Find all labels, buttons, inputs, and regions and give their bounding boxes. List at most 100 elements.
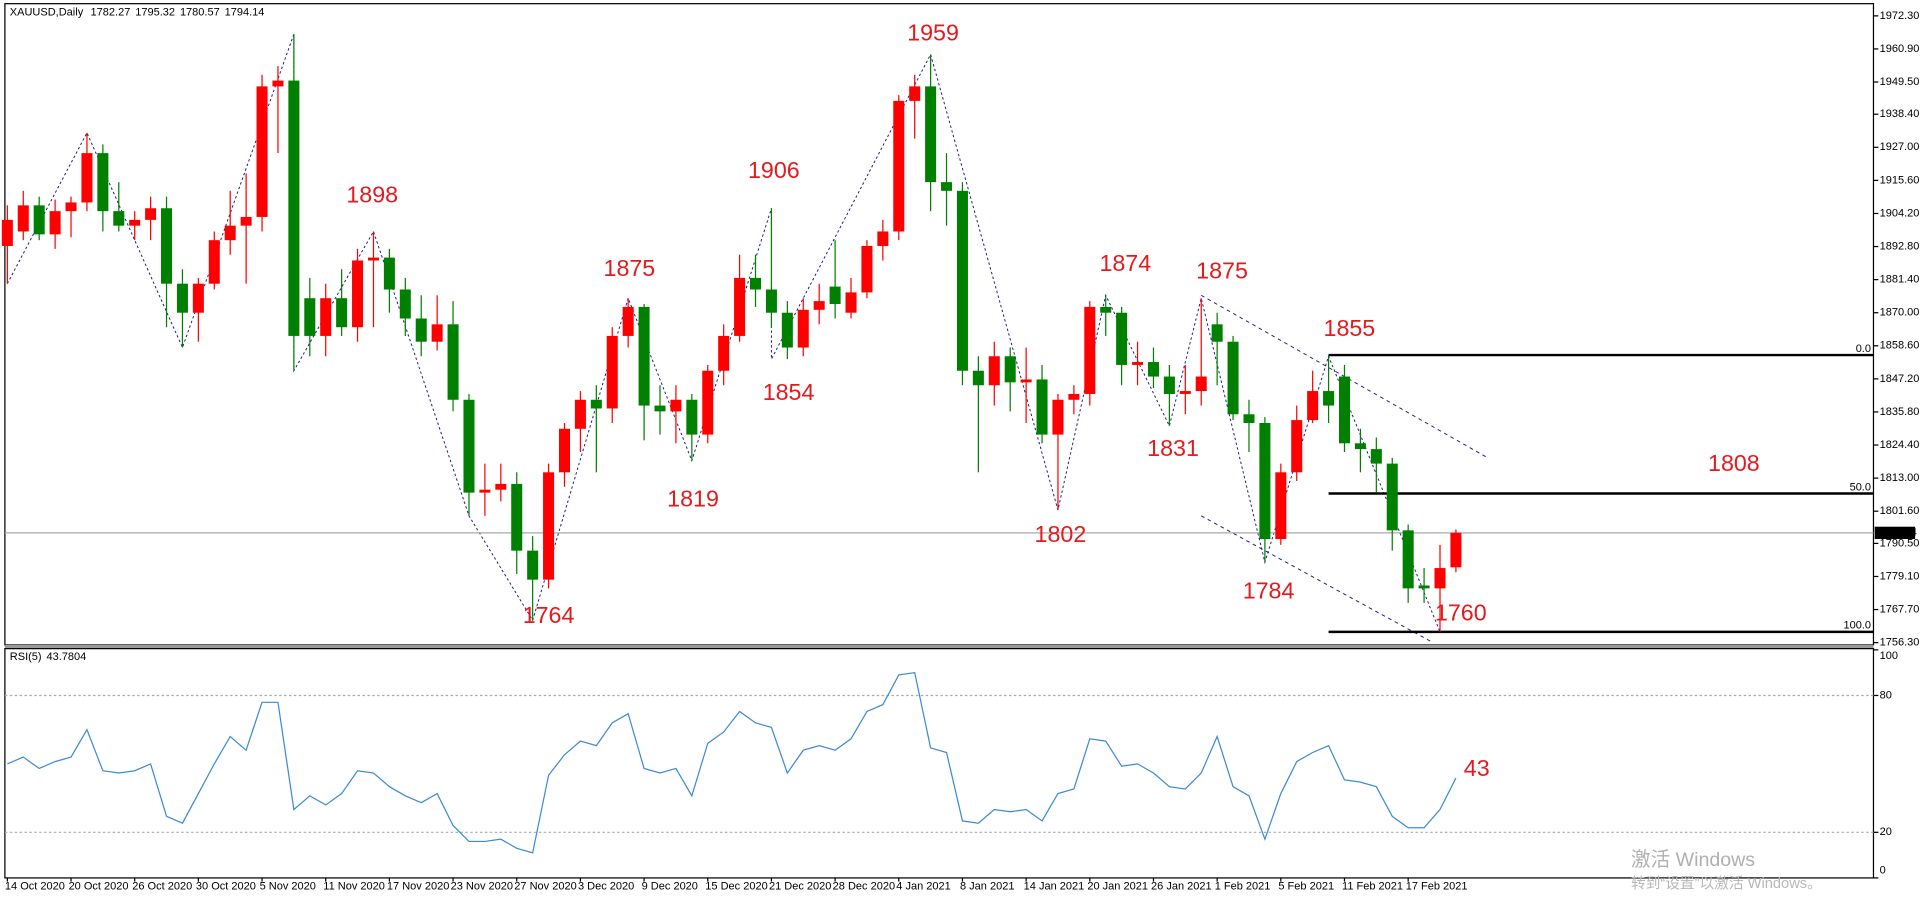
- candle-body: [176, 283, 188, 313]
- candle-body: [1211, 324, 1223, 342]
- candle-body: [1052, 399, 1064, 435]
- candle-body: [208, 240, 220, 284]
- candle-body: [829, 286, 841, 305]
- candle-body: [1450, 532, 1462, 568]
- x-tick-label: 17 Nov 2020: [387, 880, 449, 892]
- candle-body: [622, 306, 634, 336]
- y-tick-label: 1915.60: [1880, 174, 1920, 186]
- x-tick-label: 17 Feb 2021: [1406, 880, 1468, 892]
- price-annotation: 1802: [1035, 521, 1087, 547]
- watermark: 激活 Windows: [1631, 849, 1755, 871]
- candle-body: [320, 298, 332, 336]
- candle-body: [447, 324, 459, 400]
- x-tick-label: 3 Dec 2020: [578, 880, 634, 892]
- fib-level-label: 50.0: [1850, 481, 1871, 493]
- y-tick-label: 1767.70: [1880, 603, 1920, 615]
- ohlc-close: 1794.14: [225, 6, 265, 18]
- panel-separator: [4, 644, 1874, 649]
- candle-body: [224, 225, 236, 241]
- price-annotation: 1854: [763, 379, 815, 405]
- candle-body: [606, 335, 618, 409]
- candle-body: [686, 399, 698, 435]
- price-annotation: 1855: [1324, 315, 1376, 341]
- candle-body: [1354, 443, 1366, 450]
- y-tick-label: 1824.40: [1880, 439, 1920, 451]
- ohlc-low: 1780.57: [180, 6, 220, 18]
- candle-body: [288, 80, 300, 336]
- candle-body: [718, 335, 730, 371]
- candle-body: [1020, 379, 1032, 383]
- candle-body: [431, 324, 443, 342]
- x-tick-label: 8 Jan 2021: [960, 880, 1014, 892]
- candle-body: [463, 399, 475, 493]
- candle-body: [192, 283, 204, 313]
- x-tick-label: 5 Nov 2020: [260, 880, 316, 892]
- ohlc-open: 1782.27: [91, 6, 131, 18]
- candle-body: [1386, 463, 1398, 531]
- price-annotation: 1764: [523, 602, 575, 628]
- fib-level-label: 0.0: [1856, 343, 1871, 355]
- candle-body: [256, 86, 268, 217]
- y-tick-label: 1938.40: [1880, 108, 1920, 120]
- candle-body: [909, 86, 921, 101]
- candle-body: [1434, 568, 1446, 589]
- candle-body: [527, 550, 539, 580]
- ohlc-high: 1795.32: [135, 6, 175, 18]
- candle-body: [1370, 449, 1382, 464]
- candle-body: [17, 205, 29, 232]
- candle-body: [367, 257, 379, 261]
- candle-body: [1275, 472, 1287, 540]
- candle-body: [129, 219, 141, 226]
- candle-body: [272, 80, 284, 87]
- chart-header: XAUUSD,Daily 1782.27 1795.32 1780.57 1794.14: [10, 6, 265, 18]
- fib-level-label: 100.0: [1843, 620, 1871, 632]
- price-annotation: 1808: [1708, 450, 1760, 476]
- candle-body: [765, 289, 777, 313]
- candle-body: [574, 399, 586, 429]
- candle-body: [1323, 391, 1335, 406]
- candle-body: [415, 318, 427, 342]
- price-annotation: 1898: [346, 181, 398, 207]
- x-tick-label: 26 Oct 2020: [132, 880, 192, 892]
- candle-body: [161, 208, 173, 284]
- rsi-line: [7, 671, 1457, 854]
- price-annotation: 1819: [667, 485, 719, 511]
- y-tick-label: 100: [1880, 650, 1898, 662]
- candle-body: [1227, 341, 1239, 415]
- candle-body: [893, 100, 905, 232]
- candle-body: [1307, 391, 1319, 421]
- candle-body: [956, 190, 968, 371]
- price-annotation: 1831: [1147, 435, 1199, 461]
- x-tick-label: 14 Oct 2020: [5, 880, 65, 892]
- rsi-title: RSI(5): [10, 651, 42, 663]
- zigzag-line: [6, 33, 1441, 633]
- candle-body: [1147, 362, 1159, 377]
- candle-body: [495, 483, 507, 490]
- candle-body: [972, 370, 984, 386]
- y-tick-label: 1892.80: [1880, 240, 1920, 252]
- candle-body: [1116, 312, 1128, 365]
- x-tick-label: 26 Jan 2021: [1151, 880, 1212, 892]
- x-tick-label: 11 Nov 2020: [323, 880, 385, 892]
- x-tick-label: 30 Oct 2020: [196, 880, 256, 892]
- price-annotation: 1874: [1099, 250, 1151, 276]
- current-price-box: [1874, 526, 1916, 539]
- candle-body: [1163, 376, 1175, 394]
- candle-body: [861, 245, 873, 293]
- x-tick-label: 23 Nov 2020: [451, 880, 513, 892]
- candle-body: [352, 260, 364, 328]
- candle-body: [1402, 530, 1414, 589]
- y-tick-label: 20: [1880, 826, 1892, 838]
- candle-body: [813, 301, 825, 310]
- candle-body: [1179, 391, 1191, 394]
- candle-body: [781, 312, 793, 348]
- candle-body: [1338, 376, 1350, 444]
- x-tick-label: 11 Feb 2021: [1342, 880, 1403, 892]
- candle-body: [1, 219, 13, 246]
- candle-body: [33, 205, 45, 235]
- candle-body: [670, 399, 682, 412]
- rsi-panel: [4, 648, 1875, 879]
